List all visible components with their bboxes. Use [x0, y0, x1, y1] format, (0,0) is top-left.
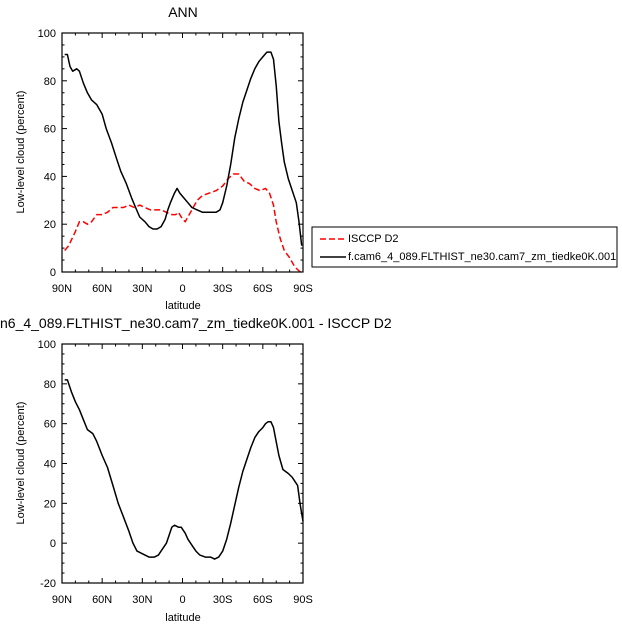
top-x-axis-label: latitude	[165, 300, 200, 312]
top-x-tick-label: 90S	[293, 283, 313, 295]
top-panel: ANN latitude Low-level cloud (percent) 0…	[15, 4, 313, 312]
bottom-x-tick-label: 60S	[253, 594, 273, 606]
bottom-y-tick-label: -20	[40, 578, 56, 590]
top-x-tick-label: 30N	[132, 283, 152, 295]
top-y-tick-label: 20	[44, 219, 56, 231]
top-x-tick-label: 90N	[52, 283, 72, 295]
bottom-x-tick-label: 90S	[293, 594, 313, 606]
top-y-tick-label: 40	[44, 171, 56, 183]
top-plot-frame	[61, 32, 304, 273]
bottom-chart-title: n6_4_089.FLTHIST_ne30.cam7_zm_tiedke0K.0…	[0, 315, 392, 331]
bottom-plot-frame	[61, 343, 304, 584]
bottom-y-axis-label: Low-level cloud (percent)	[15, 402, 27, 525]
legend-box	[311, 226, 618, 268]
top-x-tick-label: 60N	[92, 283, 112, 295]
top-series-line-0	[64, 173, 303, 273]
bottom-y-tick-label: 100	[38, 339, 56, 351]
legend-label-isccp: ISCCP D2	[348, 233, 399, 245]
bottom-plot-area: -20 0 20 40 60 80 100 90N 60N 30N 0 30S 60S 90S	[38, 339, 313, 606]
bottom-y-tick-label: 80	[44, 379, 56, 391]
top-y-tick-label: 100	[38, 28, 56, 40]
top-y-tick-label: 80	[44, 76, 56, 88]
bottom-x-axis-label: latitude	[165, 612, 200, 624]
legend: ISCCP D2 f.cam6_4_089.FLTHIST_ne30.cam7_…	[311, 226, 618, 268]
bottom-y-tick-label: 0	[50, 538, 56, 550]
bottom-y-tick-label: 40	[44, 459, 56, 471]
bottom-y-tick-label: 20	[44, 498, 56, 510]
top-x-tick-label: 60S	[253, 283, 273, 295]
top-x-tick-label: 30S	[213, 283, 233, 295]
bottom-x-tick-label: 90N	[52, 594, 72, 606]
bottom-panel: n6_4_089.FLTHIST_ne30.cam7_zm_tiedke0K.0…	[0, 315, 392, 624]
bottom-series-line-0	[64, 379, 304, 560]
top-plot-area: 0 20 40 60 80 100 90N 60N 30N 0 30S 60S 90S	[38, 28, 313, 295]
top-y-axis-label: Low-level cloud (percent)	[15, 91, 27, 214]
top-y-tick-label: 0	[50, 267, 56, 279]
bottom-x-tick-label: 0	[179, 594, 185, 606]
top-series-line-1	[64, 51, 303, 246]
top-x-tick-label: 0	[179, 283, 185, 295]
bottom-x-tick-label: 60N	[92, 594, 112, 606]
top-y-tick-label: 60	[44, 124, 56, 136]
bottom-y-tick-label: 60	[44, 419, 56, 431]
top-chart-title: ANN	[168, 4, 198, 20]
legend-label-cam: f.cam6_4_089.FLTHIST_ne30.cam7_zm_tiedke…	[348, 251, 616, 263]
bottom-x-tick-label: 30S	[213, 594, 233, 606]
bottom-x-tick-label: 30N	[132, 594, 152, 606]
